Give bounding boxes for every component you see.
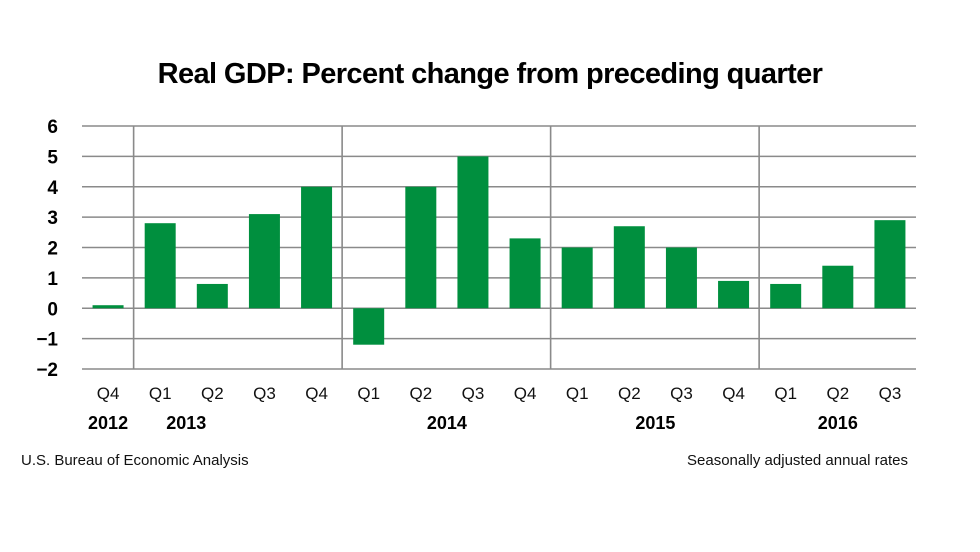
rate-note: Seasonally adjusted annual rates [687, 452, 908, 469]
bar [561, 247, 593, 309]
gridlines [82, 125, 916, 370]
x-tick-label: Q4 [305, 384, 328, 403]
x-tick-label: Q3 [670, 384, 693, 403]
source-note: U.S. Bureau of Economic Analysis [21, 452, 249, 469]
y-axis-ticks: 6 5 4 3 2 1 0 −1 −2 [36, 117, 58, 381]
y-tick-label: −2 [36, 360, 58, 381]
x-tick-label: Q2 [826, 384, 849, 403]
y-tick-label: 6 [47, 117, 58, 138]
x-tick-label: Q4 [97, 384, 120, 403]
year-label: 2012 [88, 413, 128, 433]
bar [457, 156, 489, 309]
y-tick-label: 4 [47, 178, 58, 199]
x-tick-label: Q3 [879, 384, 902, 403]
bar [822, 265, 854, 309]
bar [353, 308, 385, 345]
bar [874, 220, 906, 309]
bar [248, 214, 280, 309]
bar [301, 186, 333, 309]
x-tick-label: Q1 [357, 384, 380, 403]
x-tick-label: Q2 [201, 384, 224, 403]
bars [92, 156, 906, 345]
y-tick-label: −1 [36, 330, 58, 351]
x-tick-label: Q1 [566, 384, 589, 403]
bar [92, 305, 124, 309]
y-tick-label: 3 [47, 208, 58, 229]
y-tick-label: 5 [47, 147, 58, 168]
x-tick-label: Q3 [462, 384, 485, 403]
x-tick-label: Q2 [618, 384, 641, 403]
x-tick-label: Q2 [409, 384, 432, 403]
bar [613, 226, 645, 309]
x-tick-label: Q4 [722, 384, 745, 403]
year-labels: 2012 2013 2014 2015 2016 [88, 413, 858, 433]
x-tick-label: Q1 [774, 384, 797, 403]
year-label: 2016 [818, 413, 858, 433]
year-label: 2015 [635, 413, 675, 433]
year-dividers [132, 126, 760, 369]
bar [196, 283, 228, 309]
bar [665, 247, 697, 309]
y-tick-label: 2 [47, 239, 58, 260]
y-tick-label: 0 [47, 299, 58, 320]
bar [509, 238, 541, 309]
bar [144, 223, 176, 309]
bar [405, 186, 437, 309]
x-tick-label: Q3 [253, 384, 276, 403]
x-tick-label: Q1 [149, 384, 172, 403]
y-tick-label: 1 [47, 269, 58, 290]
year-label: 2013 [166, 413, 206, 433]
bar [718, 280, 750, 309]
chart-title: Real GDP: Percent change from preceding … [157, 58, 823, 90]
x-tick-label: Q4 [514, 384, 537, 403]
year-label: 2014 [427, 413, 467, 433]
bar [770, 283, 802, 309]
x-axis-ticks: Q4 Q1 Q2 Q3 Q4 Q1 Q2 Q3 Q4 Q1 Q2 Q3 Q4 Q1 Q2 Q3 [97, 384, 902, 403]
